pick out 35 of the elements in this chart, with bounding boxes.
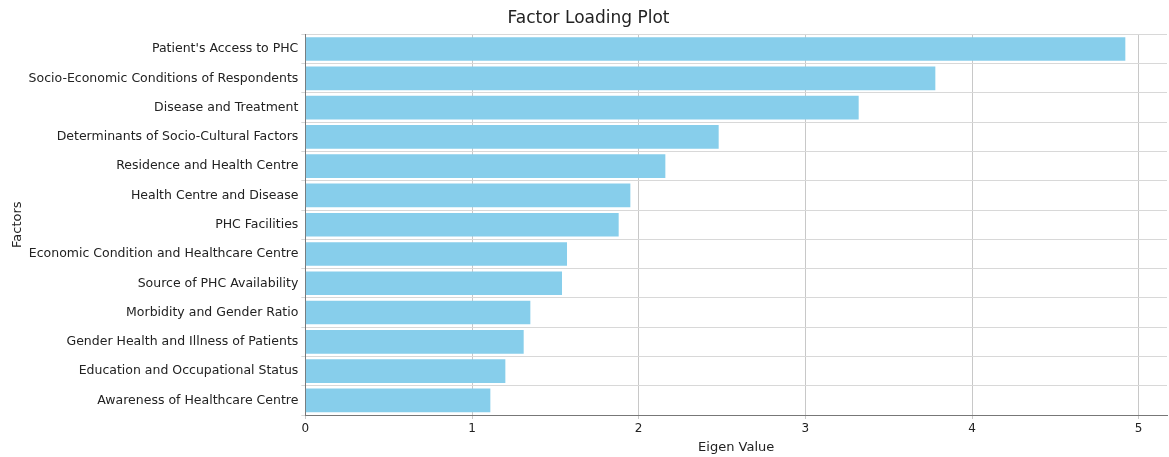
x-tick-label: 1 xyxy=(468,421,476,436)
bar xyxy=(305,66,936,91)
y-tick-label: Disease and Treatment xyxy=(154,98,299,114)
y-tick-label: Source of PHC Availability xyxy=(137,274,299,290)
bar xyxy=(305,37,1126,61)
y-tick-label: Determinants of Socio-Cultural Factors xyxy=(56,128,299,144)
bar xyxy=(305,300,531,325)
bar xyxy=(305,329,524,354)
y-tick-label: Residence and Health Centre xyxy=(116,157,299,173)
bar xyxy=(305,359,506,383)
y-tick-label: Gender Health and Illness of Patients xyxy=(66,333,299,349)
y-tick-label: Socio-Economic Conditions of Respondents xyxy=(28,69,299,85)
x-tick-label: 2 xyxy=(634,421,643,436)
y-tick-label: Patient's Access to PHC xyxy=(151,40,299,56)
x-tick-label: 4 xyxy=(968,421,976,436)
bar xyxy=(305,154,666,178)
y-tick-label: PHC Facilities xyxy=(215,215,299,231)
bar xyxy=(305,388,491,413)
x-axis-title: Eigen Value xyxy=(698,438,775,454)
y-axis-title: Factors xyxy=(9,201,25,248)
y-tick-label: Education and Occupational Status xyxy=(78,362,299,378)
x-tick-label: 0 xyxy=(301,421,310,436)
y-tick-label: Health Centre and Disease xyxy=(130,186,299,202)
y-tick-label: Awareness of Healthcare Centre xyxy=(97,391,299,407)
bar xyxy=(305,242,568,266)
bar xyxy=(305,183,631,208)
x-tick-label: 5 xyxy=(1134,421,1143,436)
bar xyxy=(305,125,719,149)
bar xyxy=(305,95,859,120)
bar xyxy=(305,212,619,237)
y-tick-label: Economic Condition and Healthcare Centre xyxy=(28,245,299,261)
bar xyxy=(305,271,563,296)
x-tick-label: 3 xyxy=(801,421,810,436)
y-tick-label: Morbidity and Gender Ratio xyxy=(126,303,299,319)
chart-title: Factor Loading Plot xyxy=(507,6,670,27)
